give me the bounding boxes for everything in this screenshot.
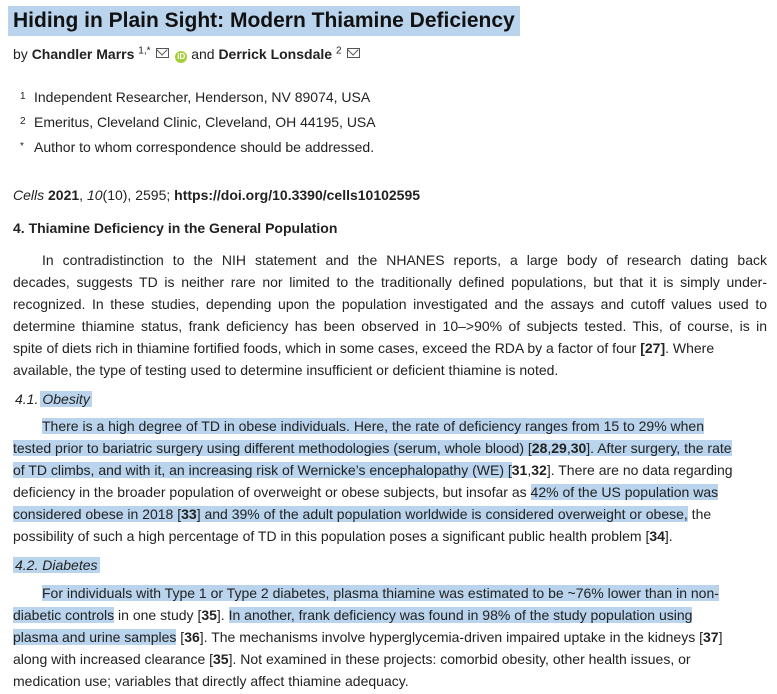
reference-link[interactable]: [27] xyxy=(640,340,666,356)
text-line: medication use; variables that directly … xyxy=(13,673,409,689)
text-line: tested prior to bariatric surgery using … xyxy=(13,440,732,456)
citation-issue: (10), 2595; xyxy=(102,187,171,203)
reference-link[interactable]: 30 xyxy=(570,440,587,456)
text-line: determine thiamine status, frank deficie… xyxy=(13,318,767,334)
subsection-heading: 4.1. Obesity xyxy=(15,391,92,407)
affiliation-mark: 1 xyxy=(20,91,26,102)
author-link-marrs[interactable]: Chandler Marrs xyxy=(31,46,135,62)
byline: by Chandler Marrs 1,* iD and Derrick Lon… xyxy=(13,45,361,63)
text-line: possibility of such a high percentage of… xyxy=(13,528,673,544)
reference-link[interactable]: 34 xyxy=(649,528,665,544)
text-line: For individuals with Type 1 or Type 2 di… xyxy=(42,585,719,601)
citation-line: Cells 2021, 10(10), 2595; https://doi.or… xyxy=(13,187,421,203)
reference-link[interactable]: 31 xyxy=(511,462,528,478)
author2-affiliation-sup: 2 xyxy=(335,45,342,57)
article-title: Hiding in Plain Sight: Modern Thiamine D… xyxy=(8,6,520,36)
author-link-lonsdale[interactable]: Derrick Lonsdale xyxy=(218,46,333,62)
text-line: along with increased clearance [35]. Not… xyxy=(13,651,691,667)
reference-link[interactable]: 32 xyxy=(531,462,547,478)
reference-link[interactable]: 37 xyxy=(702,629,719,645)
obesity-paragraph: There is a high degree of TD in obese in… xyxy=(13,415,767,547)
affiliation-text: Emeritus, Cleveland Clinic, Cleveland, O… xyxy=(34,114,376,130)
reference-link[interactable]: 35 xyxy=(201,607,217,623)
section4-paragraph: In contradistinction to the NIH statemen… xyxy=(13,249,767,381)
text-line: In contradistinction to the NIH statemen… xyxy=(42,252,767,268)
diabetes-paragraph: For individuals with Type 1 or Type 2 di… xyxy=(13,582,767,692)
citation-year: 2021 xyxy=(48,187,80,203)
text-line: plasma and urine samples [36]. The mecha… xyxy=(13,629,723,645)
author1-affiliation-sup: 1,* xyxy=(138,45,151,57)
text-line: decades, suggests TD is neither rare nor… xyxy=(13,274,767,290)
reference-link[interactable]: 33 xyxy=(181,506,197,522)
section-heading: 4. Thiamine Deficiency in the General Po… xyxy=(13,220,338,236)
journal-name: Cells xyxy=(13,187,45,203)
citation-volume: 10 xyxy=(86,187,103,203)
text-line: spite of diets rich in thiamine fortifie… xyxy=(13,340,715,356)
reference-link[interactable]: 28 xyxy=(531,440,548,456)
text-line: deficiency in the broader population of … xyxy=(13,484,719,500)
affiliation-item: * Author to whom correspondence should be… xyxy=(20,138,374,156)
subsection-heading: 4.2. Diabetes xyxy=(13,555,100,575)
affiliation-text: Independent Researcher, Henderson, NV 89… xyxy=(34,89,371,105)
text-line: There is a high degree of TD in obese in… xyxy=(42,418,705,434)
affiliation-item: 2 Emeritus, Cleveland Clinic, Cleveland, … xyxy=(20,113,376,131)
reference-link[interactable]: 36 xyxy=(184,629,200,645)
text-line: considered obese in 2018 [33] and 39% of… xyxy=(13,506,712,522)
text-line: diabetic controls in one study [35]. In … xyxy=(13,607,693,623)
text-line: of TD climbs, and with it, an increasing… xyxy=(13,462,733,478)
reference-link[interactable]: 35 xyxy=(213,651,229,667)
reference-link[interactable]: 29 xyxy=(551,440,567,456)
email-icon[interactable] xyxy=(156,48,170,58)
text-line: recognized. In these studies, depending … xyxy=(13,296,767,312)
doi-link[interactable]: https://doi.org/10.3390/cells10102595 xyxy=(174,187,421,203)
subsection-title: 4.2. Diabetes xyxy=(13,557,100,573)
affiliation-item: 1 Independent Researcher, Henderson, NV 8… xyxy=(20,88,370,106)
affiliation-mark: * xyxy=(20,141,24,152)
email-icon[interactable] xyxy=(347,48,361,58)
byline-by: by xyxy=(13,46,28,62)
affiliation-mark: 2 xyxy=(20,116,26,127)
subsection-title: Obesity xyxy=(40,391,92,407)
byline-and: and xyxy=(191,46,215,62)
orcid-icon[interactable]: iD xyxy=(175,51,188,63)
affiliation-text: Author to whom correspondence should be … xyxy=(34,139,375,155)
text-line: available, the type of testing used to d… xyxy=(13,362,559,378)
